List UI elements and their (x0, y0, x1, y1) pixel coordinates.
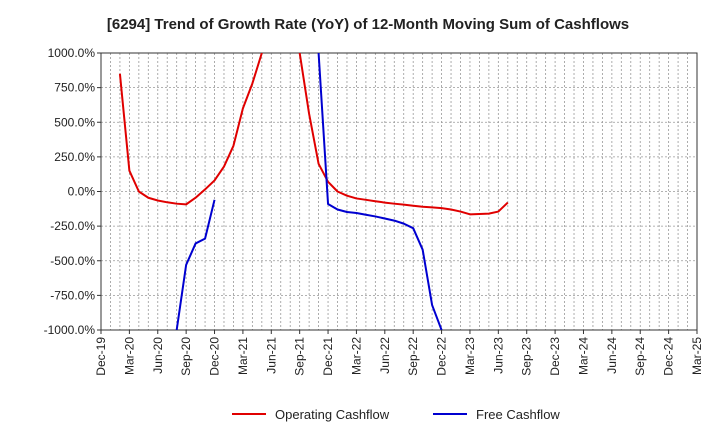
x-tick-label: Jun-24 (605, 337, 619, 374)
x-tick-label: Mar-20 (122, 337, 136, 375)
y-tick-label: -250.0% (50, 219, 95, 233)
x-tick-label: Dec-23 (548, 337, 562, 376)
legend: Operating Cashflow Free Cashflow (232, 407, 560, 422)
x-tick-label: Mar-25 (690, 337, 704, 375)
x-tick-label: Mar-23 (463, 337, 477, 375)
x-tick-label: Sep-20 (179, 337, 193, 376)
y-axis-ticks: 1000.0% 750.0% 500.0% 250.0% 0.0% -250.0% -500… (44, 46, 101, 337)
x-tick-label: Dec-19 (94, 337, 108, 376)
chart-title: [6294] Trend of Growth Rate (YoY) of 12-… (107, 16, 629, 33)
x-tick-label: Dec-20 (208, 337, 222, 376)
x-tick-label: Sep-21 (293, 337, 307, 376)
y-tick-label: 0.0% (68, 185, 96, 199)
y-tick-label: 250.0% (54, 150, 95, 164)
free-cashflow-line (175, 199, 216, 330)
x-tick-label: Jun-20 (151, 337, 165, 374)
operating-cashflow-legend-label: Operating Cashflow (275, 407, 390, 422)
operating-cashflow-line (118, 53, 263, 206)
x-tick-label: Dec-24 (662, 337, 676, 376)
y-tick-label: -1000.0% (44, 323, 96, 337)
x-axis-ticks: Dec-19 Mar-20 Jun-20 Sep-20 Dec-20 Mar-21 Jun-… (94, 330, 704, 376)
grid (101, 53, 697, 330)
series-lines (118, 53, 509, 330)
operating-cashflow-line (298, 53, 509, 216)
y-tick-label: -750.0% (50, 288, 95, 302)
x-tick-label: Sep-24 (633, 337, 647, 376)
y-tick-label: 500.0% (54, 115, 95, 129)
x-tick-label: Sep-22 (406, 337, 420, 376)
x-tick-label: Sep-23 (520, 337, 534, 376)
x-tick-label: Dec-21 (321, 337, 335, 376)
x-tick-label: Mar-21 (236, 337, 250, 375)
x-tick-label: Jun-21 (264, 337, 278, 374)
x-tick-label: Jun-23 (491, 337, 505, 374)
y-tick-label: -500.0% (50, 254, 95, 268)
free-cashflow-legend-label: Free Cashflow (476, 407, 560, 422)
y-tick-label: 1000.0% (48, 46, 96, 60)
free-cashflow-line (317, 53, 443, 330)
x-tick-label: Dec-22 (435, 337, 449, 376)
y-tick-label: 750.0% (54, 81, 95, 95)
x-tick-label: Mar-24 (576, 337, 590, 375)
x-tick-label: Jun-22 (378, 337, 392, 374)
x-tick-label: Mar-22 (349, 337, 363, 375)
